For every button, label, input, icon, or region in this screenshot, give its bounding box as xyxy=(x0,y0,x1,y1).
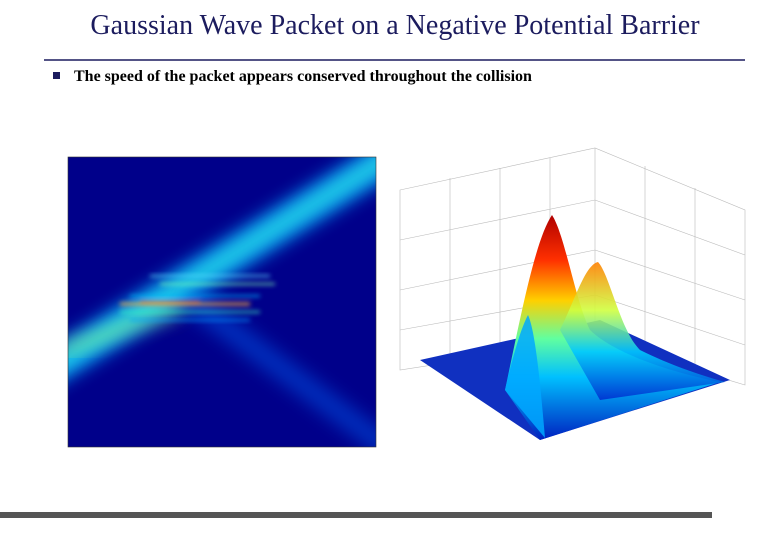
slide-title: Gaussian Wave Packet on a Negative Poten… xyxy=(90,10,700,41)
surface-ridge xyxy=(505,315,545,438)
heatmap-frame xyxy=(67,156,377,448)
bullet: The speed of the packet appears conserve… xyxy=(53,68,532,86)
bullet-text: The speed of the packet appears conserve… xyxy=(74,68,532,85)
surface-reflected xyxy=(560,262,725,400)
heatmap xyxy=(68,157,376,447)
footer-bar xyxy=(0,512,712,518)
bullet-marker xyxy=(53,71,60,79)
